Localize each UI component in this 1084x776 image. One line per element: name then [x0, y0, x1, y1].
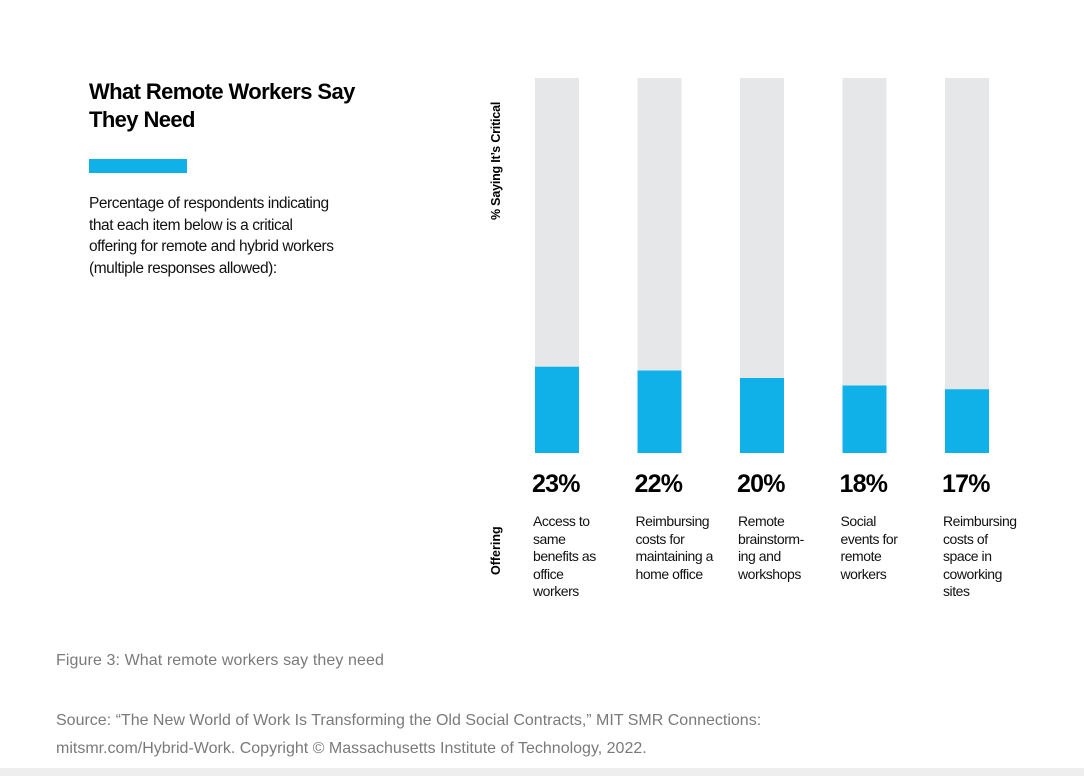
- category-label-2: Reimbursing costs for maintaining a home…: [635, 513, 714, 582]
- chart-title: What Remote Workers Say They Need: [89, 79, 355, 132]
- source-note: Source: “The New World of Work Is Transf…: [56, 712, 762, 757]
- bar-1: [535, 366, 579, 453]
- bottom-divider: [0, 768, 1084, 776]
- offering-row-label: Offering: [489, 526, 503, 575]
- value-label-1: 23%: [532, 470, 580, 498]
- bar-4: [842, 385, 887, 453]
- category-label-1: Access to same benefits as office worker…: [533, 513, 596, 599]
- bar-2: [637, 370, 682, 453]
- value-label-3: 20%: [737, 470, 785, 498]
- chart-subtitle: Percentage of respondents indicating tha…: [89, 195, 334, 277]
- bar-chart: 23% 22% 20% 18% 17%: [532, 78, 991, 498]
- bar-5: [945, 389, 989, 453]
- category-label-5: Reimbursing costs of space in coworking …: [943, 513, 1017, 599]
- category-label-3: Remote brainstorm- ing and workshops: [738, 513, 804, 582]
- accent-rule: [89, 159, 187, 173]
- bar-3: [740, 378, 784, 453]
- figure-caption: Figure 3: What remote workers say they n…: [56, 652, 384, 669]
- category-label-4: Social events for remote workers: [840, 513, 898, 582]
- value-label-2: 22%: [635, 470, 683, 498]
- value-label-4: 18%: [840, 470, 888, 498]
- value-label-5: 17%: [942, 470, 990, 498]
- y-axis-label: % Saying It’s Critical: [489, 101, 503, 220]
